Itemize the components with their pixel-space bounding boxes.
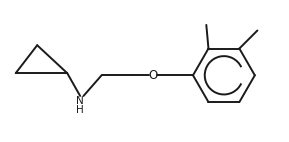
Text: O: O xyxy=(149,69,158,82)
Text: N: N xyxy=(76,96,84,106)
Text: H: H xyxy=(76,106,84,115)
